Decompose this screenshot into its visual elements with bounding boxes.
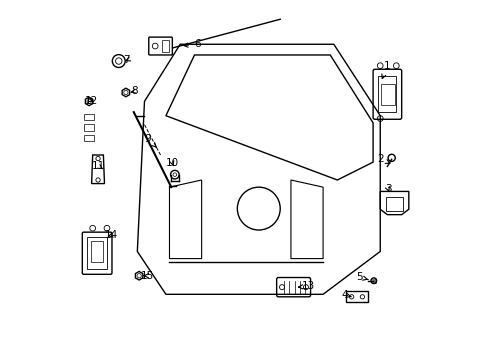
- Text: 13: 13: [298, 282, 314, 292]
- Bar: [162, 40, 169, 53]
- Text: 2: 2: [376, 154, 389, 163]
- Text: 14: 14: [104, 230, 118, 240]
- Text: 5: 5: [355, 272, 367, 282]
- Bar: [380, 84, 394, 105]
- Text: 3: 3: [384, 184, 390, 194]
- Bar: [378, 76, 395, 112]
- Text: 6: 6: [183, 39, 200, 49]
- Text: 7: 7: [123, 55, 130, 65]
- Text: 15: 15: [141, 271, 154, 281]
- Bar: [87, 237, 107, 269]
- Text: 12: 12: [85, 96, 98, 106]
- Text: 11: 11: [92, 161, 105, 171]
- Text: 9: 9: [144, 134, 156, 147]
- Bar: [84, 113, 94, 120]
- Text: 4: 4: [341, 290, 351, 300]
- Bar: [385, 197, 403, 211]
- Bar: [84, 124, 94, 131]
- Text: 8: 8: [131, 86, 138, 96]
- Text: 1: 1: [381, 61, 390, 78]
- Bar: [91, 241, 103, 262]
- Text: 10: 10: [165, 158, 179, 168]
- Bar: [84, 135, 94, 141]
